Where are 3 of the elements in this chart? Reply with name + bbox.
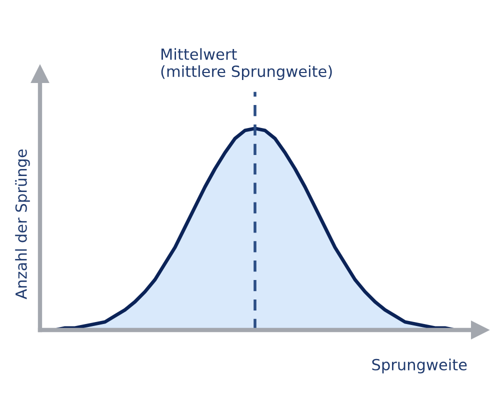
text: Mittelwert (mittlere Sprungweite)	[161, 48, 332, 80]
y-axis-title: Anzahl der Sprünge	[15, 149, 30, 300]
x-axis-title: Sprungweite	[372, 358, 467, 374]
